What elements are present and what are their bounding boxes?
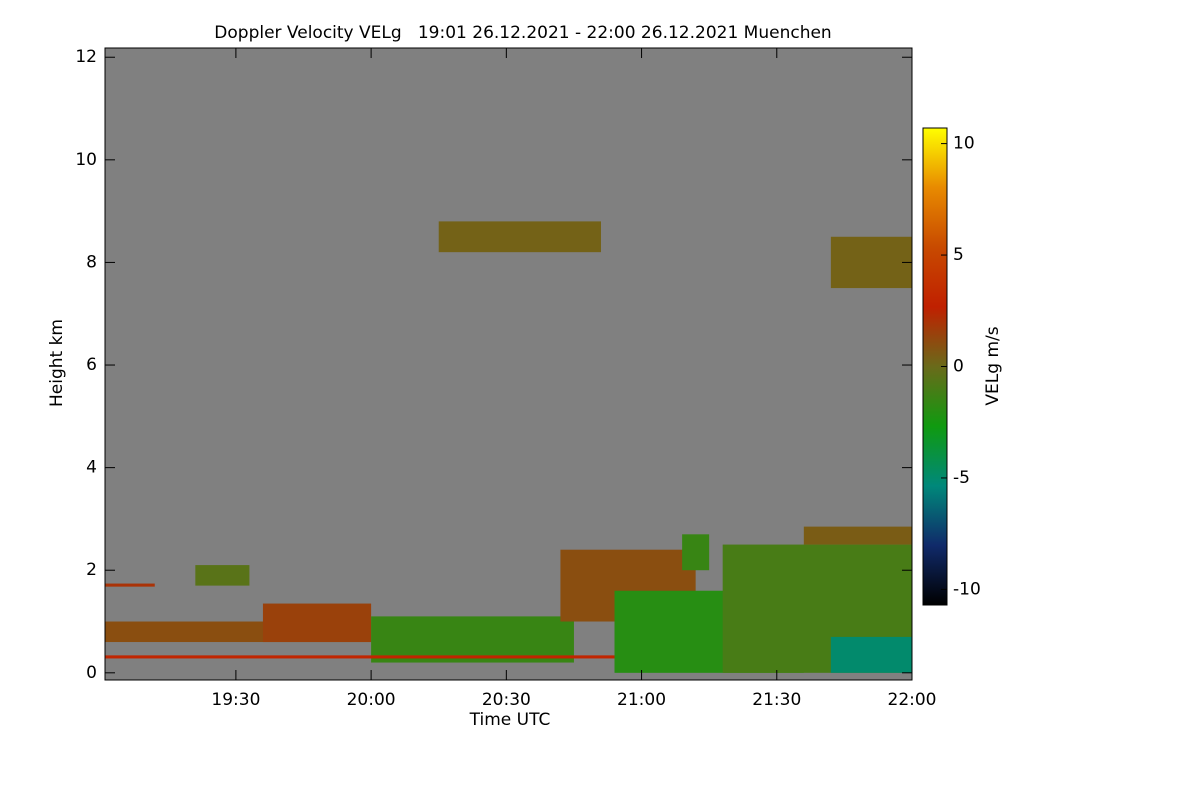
velocity-patch xyxy=(682,534,710,571)
plot-frame xyxy=(104,47,913,681)
x-tick-label: 20:00 xyxy=(347,690,396,710)
x-tick-label: 20:30 xyxy=(482,690,531,710)
x-axis-label: Time UTC xyxy=(469,710,551,730)
y-tick-label: 0 xyxy=(86,663,97,683)
velocity-patch xyxy=(262,603,372,643)
colorbar-tick-label: -10 xyxy=(953,579,981,599)
velocity-patch xyxy=(830,636,912,673)
velocity-patch xyxy=(371,616,574,663)
x-tick-label: 19:30 xyxy=(211,690,260,710)
colorbar-tick-label: 0 xyxy=(953,357,964,377)
y-tick-label: 8 xyxy=(86,252,97,272)
colorbar-label: VELg m/s xyxy=(983,326,1003,405)
velocity-patch xyxy=(438,221,601,253)
velocity-patch xyxy=(830,236,912,289)
chart-title: Doppler Velocity VELg 19:01 26.12.2021 -… xyxy=(214,23,831,43)
colorbar-tick-label: -5 xyxy=(953,468,970,488)
y-tick-label: 10 xyxy=(75,150,97,170)
x-tick-label: 21:30 xyxy=(752,690,801,710)
colorbar-tick-label: 10 xyxy=(953,134,975,154)
colorbar-tick-label: 5 xyxy=(953,245,964,265)
velocity-patch xyxy=(105,655,642,659)
y-tick-label: 12 xyxy=(75,47,97,67)
y-tick-label: 6 xyxy=(86,355,97,375)
y-tick-label: 4 xyxy=(86,458,97,478)
y-tick-label: 2 xyxy=(86,560,97,580)
velocity-patch xyxy=(105,583,155,587)
x-tick-label: 21:00 xyxy=(617,690,666,710)
velocity-patch xyxy=(195,565,250,586)
y-axis-label: Height km xyxy=(47,319,67,407)
x-tick-label: 22:00 xyxy=(888,690,937,710)
velocity-patch xyxy=(803,526,912,545)
